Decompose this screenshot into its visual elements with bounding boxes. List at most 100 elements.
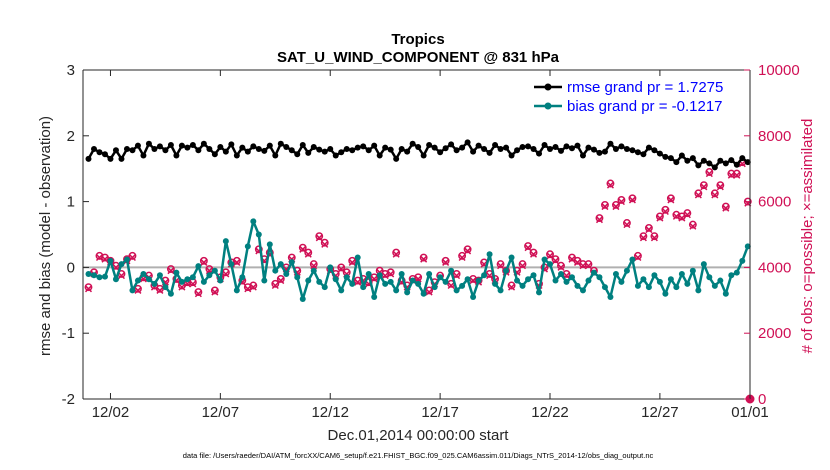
rmse-point <box>508 152 515 159</box>
rmse-point <box>222 148 229 155</box>
bias-point <box>222 238 229 245</box>
rmse-point <box>184 144 191 151</box>
rmse-point <box>354 144 361 151</box>
obs-assimilated-point <box>497 262 505 270</box>
obs-possible-point <box>507 281 516 290</box>
rmse-point <box>96 149 103 156</box>
bias-point <box>299 295 306 302</box>
bias-point <box>590 269 597 276</box>
obs-assimilated-point <box>249 283 257 291</box>
rmse-point <box>327 145 334 152</box>
bias-point <box>371 294 378 301</box>
bias-point <box>629 256 636 263</box>
rmse-point <box>448 141 455 148</box>
obs-assimilated-point <box>310 262 318 270</box>
bias-point <box>640 276 647 283</box>
rmse-point <box>283 143 290 150</box>
obs-possible-point <box>666 194 675 203</box>
obs-assimilated-point <box>689 222 697 230</box>
obs-assimilated-point <box>442 258 450 266</box>
bias-point <box>541 256 548 263</box>
y2-tick-label: 2000 <box>758 325 791 342</box>
obs-assimilated-point <box>211 288 219 296</box>
rmse-point <box>706 160 713 167</box>
obs-assimilated-point <box>546 252 554 260</box>
rmse-point <box>656 150 663 157</box>
bias-point <box>568 274 575 281</box>
obs-assimilated-stroke-b <box>200 258 208 266</box>
obs-assimilated-point <box>694 191 702 199</box>
axes <box>82 69 751 400</box>
obs-possible-point <box>568 253 576 262</box>
obs-assimilated-point <box>568 255 576 263</box>
obs-assimilated-stroke-b <box>579 262 587 270</box>
rmse-point <box>442 145 449 152</box>
y2-tick-label: 6000 <box>758 194 791 211</box>
obs-possible-point <box>688 220 697 229</box>
obs-assimilated-stroke-b <box>370 275 378 283</box>
obs-assimilated-stroke-b <box>694 191 702 199</box>
bias-point <box>107 257 114 264</box>
obs-possible-point <box>425 286 434 295</box>
bias-point <box>678 270 685 277</box>
obs-possible-point <box>606 179 615 188</box>
rmse-point <box>409 140 416 147</box>
bias-point <box>398 270 405 277</box>
bias-point <box>519 282 526 289</box>
obs-assimilated-stroke-b <box>529 250 538 258</box>
bias-point <box>255 231 262 238</box>
obs-assimilated-stroke-b <box>573 258 582 266</box>
x-axis-label: Dec.01,2014 00:00:00 start <box>328 427 510 444</box>
rmse-point <box>261 147 268 154</box>
obs-assimilated-stroke-b <box>101 255 109 263</box>
rmse-point <box>470 148 477 155</box>
obs-possible-point <box>452 270 461 278</box>
bias-point <box>667 276 674 283</box>
obs-possible-point <box>337 263 346 272</box>
bias-point <box>662 290 669 297</box>
bias-point <box>547 261 554 268</box>
obs-assimilated-stroke-b <box>211 288 219 296</box>
rmse-point <box>195 147 202 154</box>
obs-assimilated-stroke-b <box>249 283 257 291</box>
obs-possible-point <box>441 256 450 265</box>
bias-point <box>733 269 740 276</box>
rmse-point <box>634 149 641 156</box>
rmse-point <box>459 144 466 151</box>
rmse-point <box>349 147 356 154</box>
obs-assimilated-stroke-b <box>656 214 664 222</box>
obs-assimilated-point <box>453 272 461 280</box>
obs-assimilated-point <box>700 183 708 191</box>
obs-assimilated-stroke-b <box>453 272 461 280</box>
y2-tick-label: 0 <box>758 391 766 408</box>
obs-assimilated-point <box>606 181 614 189</box>
obs-assimilated-point <box>519 262 527 270</box>
obs-assimilated-point <box>304 250 312 258</box>
obs-possible-point <box>524 242 532 250</box>
bias-point <box>129 287 136 294</box>
y2-tick-label: 4000 <box>758 259 791 276</box>
obs-assimilated-point <box>486 272 494 280</box>
rmse-point <box>118 155 125 162</box>
bias-point <box>283 270 290 277</box>
rmse-point <box>585 144 592 151</box>
obs-assimilated-point <box>617 198 625 206</box>
bias-point <box>415 280 422 287</box>
obs-possible-point <box>694 189 703 198</box>
legend-bias-label: bias grand pr = -0.1217 <box>567 98 723 115</box>
obs-assimilated-stroke-b <box>711 191 719 199</box>
rmse-point <box>464 139 471 146</box>
bias-point <box>634 282 641 289</box>
bias-point <box>178 278 185 285</box>
rmse-point <box>360 143 367 150</box>
y-axis-ticks: -2 -1 0 1 2 3 <box>62 62 89 408</box>
rmse-point <box>189 142 196 149</box>
bias-point <box>217 277 224 284</box>
rmse-point <box>321 148 328 155</box>
rmse-point <box>200 140 207 147</box>
rmse-point <box>563 143 570 150</box>
rmse-point <box>486 149 493 156</box>
bias-point <box>492 280 499 287</box>
obs-assimilated-point <box>447 281 455 290</box>
obs-assimilated-point <box>595 216 603 224</box>
